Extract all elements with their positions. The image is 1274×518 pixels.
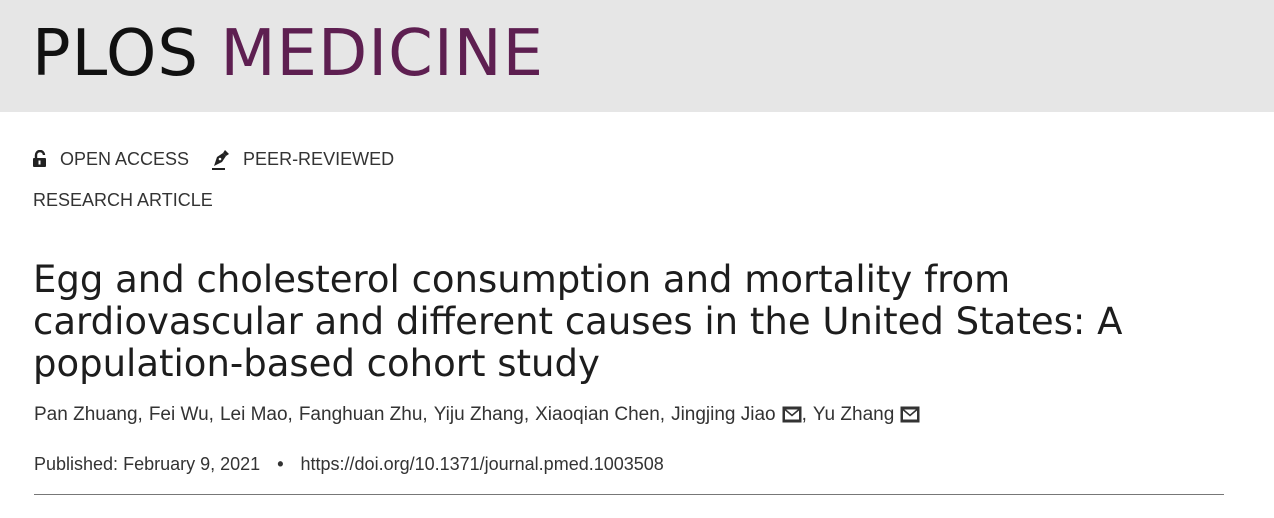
logo-plos: PLOS (32, 17, 199, 91)
author-name[interactable]: Fei Wu (148, 404, 209, 425)
article-badges: OPEN ACCESS PEER-REVIEWED (32, 147, 416, 171)
info-separator: • (277, 454, 284, 474)
author-separator: , (287, 404, 293, 425)
site-header: PLOS MEDICINE (0, 0, 1274, 112)
author-name[interactable]: Jingjing Jiao (671, 404, 776, 425)
author-name[interactable]: Yu Zhang (812, 404, 895, 425)
journal-logo[interactable]: PLOS MEDICINE (32, 14, 544, 94)
open-access-label: OPEN ACCESS (60, 148, 190, 169)
author-name[interactable]: Fanghuan Zhu (298, 404, 423, 425)
author-separator: , (659, 404, 666, 425)
publication-info: Published: February 9, 2021 • https://do… (34, 454, 664, 475)
peer-reviewed-badge[interactable]: PEER-REVIEWED (211, 148, 394, 170)
article-type: RESEARCH ARTICLE (33, 190, 213, 210)
published-label: Published: (34, 454, 119, 474)
email-icon[interactable] (900, 406, 920, 423)
divider (34, 494, 1224, 495)
author-list: Pan Zhuang, Fei Wu, Lei Mao, Fanghuan Zhu, Y… (34, 404, 920, 426)
author-separator: , (801, 404, 807, 425)
published-date: February 9, 2021 (123, 454, 261, 474)
author-separator: , (523, 404, 530, 425)
doi-link[interactable]: https://doi.org/10.1371/journal.pmed.100… (300, 454, 664, 474)
logo-medicine: MEDICINE (220, 17, 544, 91)
peer-reviewed-label: PEER-REVIEWED (243, 148, 395, 169)
author-name[interactable]: Pan Zhuang (34, 404, 138, 425)
pen-nib-icon (212, 150, 230, 170)
author-name[interactable]: Xiaoqian Chen (535, 404, 660, 425)
author-name[interactable]: Lei Mao (219, 404, 288, 425)
email-icon[interactable] (782, 406, 802, 423)
unlocked-padlock-icon (33, 150, 46, 167)
article-title: Egg and cholesterol consumption and mort… (33, 258, 1123, 385)
author-separator: , (422, 404, 428, 425)
author-separator: , (137, 404, 143, 425)
author-name[interactable]: Yiju Zhang (433, 404, 524, 425)
open-access-badge[interactable]: OPEN ACCESS (32, 149, 189, 170)
author-separator: , (208, 404, 214, 425)
